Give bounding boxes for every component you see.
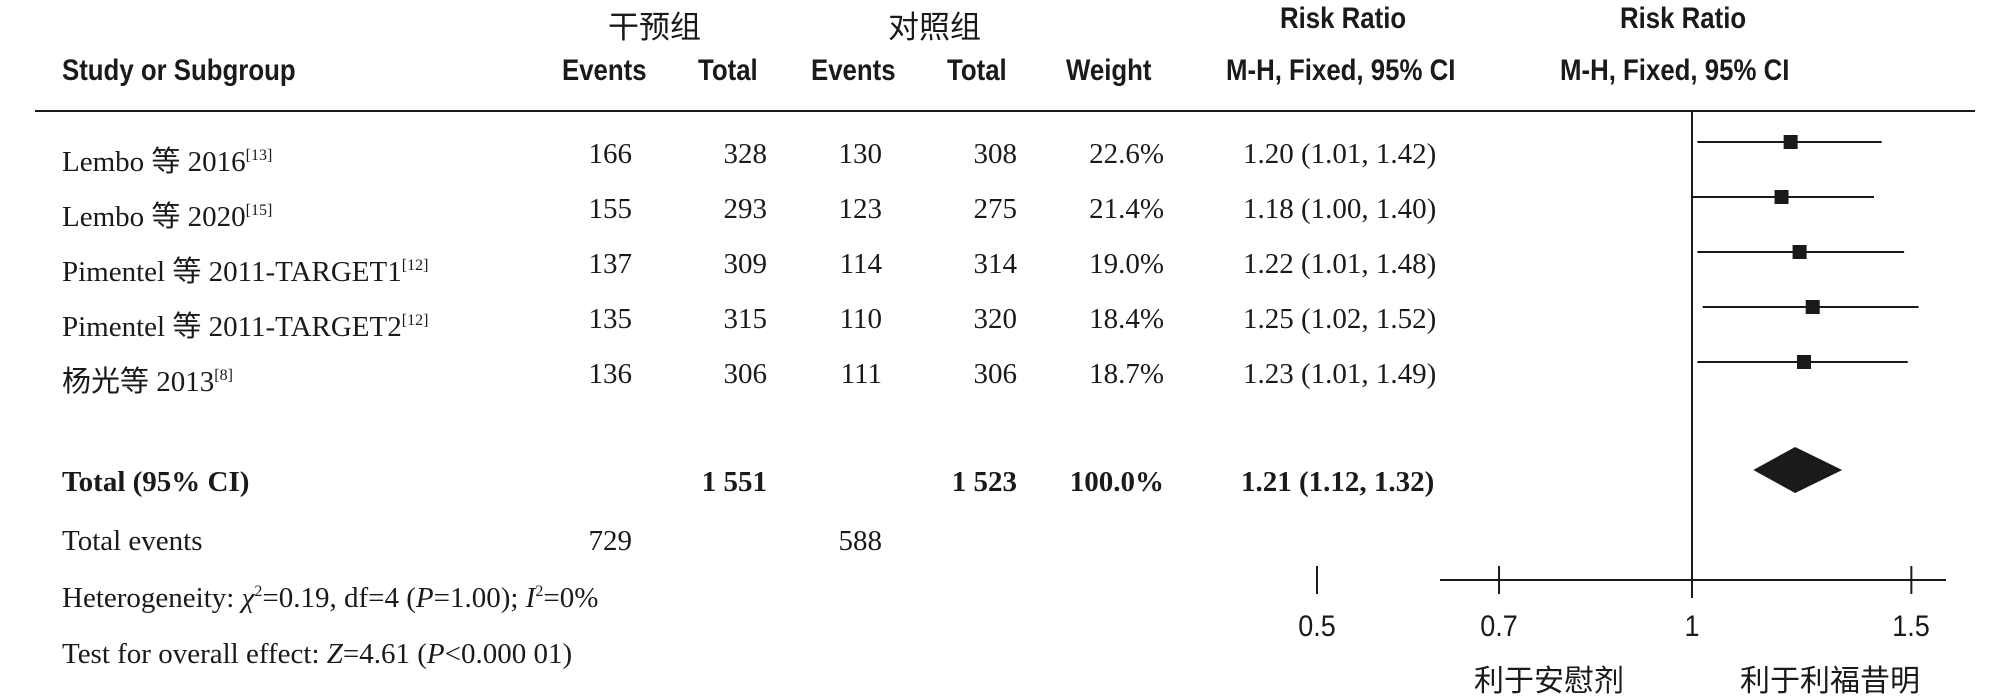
study-estimate-marker xyxy=(1774,190,1789,204)
study-reference: [15] xyxy=(245,202,273,219)
control-events-header: Events xyxy=(811,54,896,87)
weight-cell: 19.0% xyxy=(1089,248,1164,280)
treatment-total: 309 xyxy=(723,248,768,280)
forest-plot-title: Risk Ratio xyxy=(1620,2,1747,35)
risk-ratio-ci: 1.23 (1.01, 1.49) xyxy=(1243,358,1437,390)
control-total: 306 xyxy=(973,358,1018,390)
x-tick-label: 0.5 xyxy=(1298,610,1336,643)
study-reference: [8] xyxy=(214,367,233,384)
x-tick-label: 1 xyxy=(1684,610,1700,643)
risk-ratio-ci: 1.25 (1.02, 1.52) xyxy=(1243,303,1437,335)
study-reference: [13] xyxy=(245,147,273,164)
heterogeneity-stats: Heterogeneity: χ2=0.19, df=4 (P=1.00); I… xyxy=(62,582,598,615)
total-control-n: 1 523 xyxy=(951,466,1017,498)
control-group-header: 对照组 xyxy=(888,10,981,45)
treatment-events-header: Events xyxy=(562,54,647,87)
rr-column-title: Risk Ratio xyxy=(1280,2,1407,35)
control-events: 130 xyxy=(838,138,883,170)
treatment-events: 137 xyxy=(588,248,633,280)
control-events: 111 xyxy=(840,358,882,390)
study-name: Pimentel 等 2011-TARGET2[12] xyxy=(62,303,428,345)
heterogeneity-prefix: Heterogeneity: xyxy=(62,582,242,614)
header-rule xyxy=(35,110,1975,112)
study-name-text: Pimentel 等 2011-TARGET1 xyxy=(62,256,402,288)
weight-cell: 21.4% xyxy=(1089,193,1164,225)
treatment-events: 135 xyxy=(588,303,633,335)
study-column-header: Study or Subgroup xyxy=(62,54,296,87)
control-events: 110 xyxy=(839,303,882,335)
x-tick-label: 0.7 xyxy=(1480,610,1518,643)
study-estimate-marker xyxy=(1796,355,1811,369)
weight-cell: 18.4% xyxy=(1089,303,1164,335)
i-symbol: I xyxy=(525,582,536,614)
treatment-total: 315 xyxy=(723,303,768,335)
study-reference: [12] xyxy=(401,312,429,329)
study-reference: [12] xyxy=(401,257,429,274)
study-name-text: Pimentel 等 2011-TARGET2 xyxy=(62,311,402,343)
control-events: 123 xyxy=(838,193,883,225)
control-events: 114 xyxy=(839,248,882,280)
overall-p-value: <0.000 01) xyxy=(444,638,573,670)
favours-placebo-label: 利于安慰剂 xyxy=(1474,665,1624,698)
study-name-text: Lembo 等 2020 xyxy=(62,201,246,233)
p-value: =1.00); xyxy=(433,582,526,614)
treatment-total: 306 xyxy=(723,358,768,390)
total-events-control: 588 xyxy=(838,525,883,557)
chi-value: =0.19, df=4 ( xyxy=(262,582,416,614)
study-name: Lembo 等 2016[13] xyxy=(62,138,272,180)
favours-rifaximin-label: 利于利福昔明 xyxy=(1740,665,1920,698)
overall-p-symbol: P xyxy=(426,638,445,670)
chi-sup: 2 xyxy=(254,583,263,600)
x-tick-label: 1.5 xyxy=(1892,610,1931,643)
control-total: 308 xyxy=(973,138,1018,170)
study-estimate-marker xyxy=(1783,135,1798,149)
total-ci: 1.21 (1.12, 1.32) xyxy=(1241,466,1435,498)
p-symbol: P xyxy=(415,582,434,614)
z-value: =4.61 ( xyxy=(342,638,427,670)
treatment-events: 136 xyxy=(588,358,633,390)
chi-symbol: χ xyxy=(241,582,255,614)
study-name: Pimentel 等 2011-TARGET1[12] xyxy=(62,248,428,290)
forest-plot-method: M-H, Fixed, 95% CI xyxy=(1560,54,1790,87)
control-total: 314 xyxy=(973,248,1018,280)
study-name-text: Lembo 等 2016 xyxy=(62,146,246,178)
i-value: =0% xyxy=(543,582,599,614)
risk-ratio-ci: 1.22 (1.01, 1.48) xyxy=(1243,248,1437,280)
weight-header: Weight xyxy=(1066,54,1152,87)
overall-prefix: Test for overall effect: xyxy=(62,638,327,670)
treatment-events: 166 xyxy=(588,138,633,170)
study-estimate-marker xyxy=(1792,245,1807,259)
treatment-total: 328 xyxy=(723,138,768,170)
i-sup: 2 xyxy=(535,583,544,600)
total-events-treatment: 729 xyxy=(588,525,633,557)
treatment-total: 293 xyxy=(723,193,768,225)
control-total-header: Total xyxy=(947,54,1007,87)
pooled-estimate-diamond xyxy=(1753,447,1843,493)
weight-cell: 18.7% xyxy=(1089,358,1164,390)
risk-ratio-ci: 1.18 (1.00, 1.40) xyxy=(1243,193,1437,225)
study-name: 杨光等 2013[8] xyxy=(62,358,233,400)
total-treatment-n: 1 551 xyxy=(701,466,767,498)
overall-effect-test: Test for overall effect: Z=4.61 (P<0.000… xyxy=(62,638,572,671)
risk-ratio-ci: 1.20 (1.01, 1.42) xyxy=(1243,138,1437,170)
control-total: 275 xyxy=(973,193,1018,225)
rr-method-header: M-H, Fixed, 95% CI xyxy=(1226,54,1456,87)
total-events-label: Total events xyxy=(62,525,203,557)
study-name-text: 杨光等 2013 xyxy=(62,366,215,398)
treatment-group-header: 干预组 xyxy=(608,10,701,45)
study-estimate-marker xyxy=(1805,300,1820,314)
study-name: Lembo 等 2020[15] xyxy=(62,193,272,235)
treatment-events: 155 xyxy=(588,193,633,225)
control-total: 320 xyxy=(973,303,1018,335)
total-weight: 100.0% xyxy=(1069,466,1164,498)
total-label: Total (95% CI) xyxy=(62,466,250,498)
treatment-total-header: Total xyxy=(698,54,758,87)
z-symbol: Z xyxy=(326,638,343,670)
weight-cell: 22.6% xyxy=(1089,138,1164,170)
